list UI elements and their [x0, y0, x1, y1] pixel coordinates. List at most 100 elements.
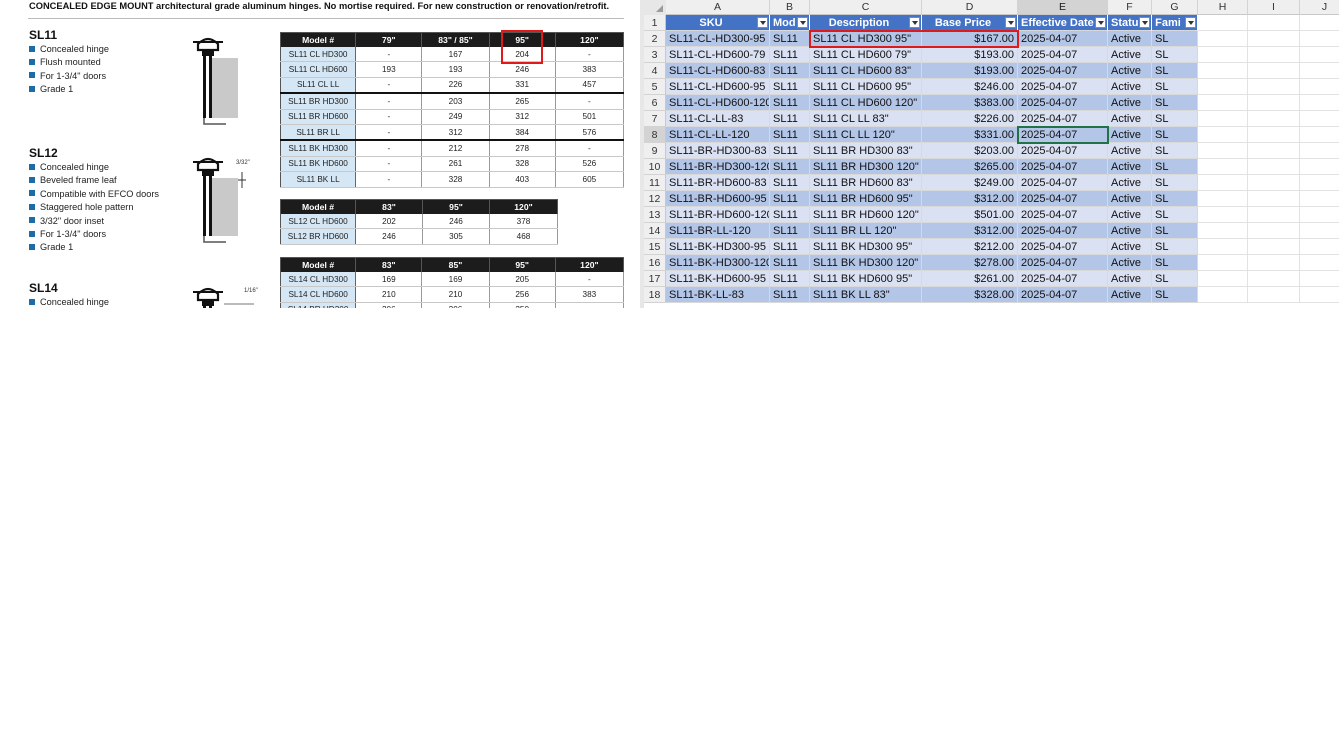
empty-cell[interactable] — [1300, 95, 1339, 111]
table-cell[interactable]: SL — [1152, 143, 1198, 159]
empty-cell[interactable] — [1198, 287, 1248, 303]
table-cell[interactable]: Active — [1108, 223, 1152, 239]
table-cell[interactable]: $501.00 — [922, 207, 1018, 223]
filter-dropdown-icon[interactable] — [797, 17, 808, 28]
table-cell[interactable]: 2025-04-07 — [1018, 127, 1108, 143]
table-cell[interactable]: Active — [1108, 255, 1152, 271]
select-all-button[interactable] — [644, 0, 667, 16]
table-cell[interactable]: SL11-CL-HD600-83 — [666, 63, 770, 79]
table-header-cell[interactable]: Base Price — [922, 15, 1018, 31]
table-cell[interactable]: SL11 BK HD300 120" — [810, 255, 922, 271]
table-cell[interactable]: SL — [1152, 223, 1198, 239]
table-cell[interactable]: SL — [1152, 159, 1198, 175]
table-cell[interactable]: SL11 CL HD600 95" — [810, 79, 922, 95]
empty-cell[interactable] — [1300, 287, 1339, 303]
empty-cell[interactable] — [1198, 143, 1248, 159]
table-cell[interactable]: SL — [1152, 127, 1198, 143]
table-cell[interactable]: 2025-04-07 — [1018, 159, 1108, 175]
empty-cell[interactable] — [1248, 111, 1300, 127]
table-cell[interactable]: $203.00 — [922, 143, 1018, 159]
table-cell[interactable]: Active — [1108, 287, 1152, 303]
empty-cell[interactable] — [1198, 15, 1248, 31]
table-cell[interactable]: SL11 CL LL 120" — [810, 127, 922, 143]
empty-cell[interactable] — [1248, 15, 1300, 31]
empty-cell[interactable] — [1300, 271, 1339, 287]
table-cell[interactable]: SL11-BR-HD600-83 — [666, 175, 770, 191]
filter-dropdown-icon[interactable] — [1139, 17, 1150, 28]
empty-cell[interactable] — [1198, 31, 1248, 47]
table-cell[interactable]: SL11-BK-LL-83 — [666, 287, 770, 303]
table-cell[interactable]: SL11 — [770, 223, 810, 239]
empty-cell[interactable] — [1300, 175, 1339, 191]
table-cell[interactable]: SL11 — [770, 79, 810, 95]
empty-cell[interactable] — [1198, 111, 1248, 127]
column-header-b[interactable]: B — [770, 0, 810, 15]
table-cell[interactable]: 2025-04-07 — [1018, 111, 1108, 127]
column-header-d[interactable]: D — [922, 0, 1018, 15]
row-header[interactable]: 9 — [644, 143, 666, 159]
table-cell[interactable]: SL11-BR-LL-120 — [666, 223, 770, 239]
table-cell[interactable]: 2025-04-07 — [1018, 31, 1108, 47]
empty-cell[interactable] — [1198, 207, 1248, 223]
table-cell[interactable]: SL11 BR HD300 120" — [810, 159, 922, 175]
table-cell[interactable]: 2025-04-07 — [1018, 95, 1108, 111]
empty-cell[interactable] — [1248, 191, 1300, 207]
empty-cell[interactable] — [1248, 255, 1300, 271]
row-header[interactable]: 18 — [644, 287, 666, 303]
table-cell[interactable]: SL11-CL-HD600-95 — [666, 79, 770, 95]
table-cell[interactable]: SL — [1152, 207, 1198, 223]
table-cell[interactable]: $193.00 — [922, 63, 1018, 79]
table-cell[interactable]: $265.00 — [922, 159, 1018, 175]
table-cell[interactable]: SL11 — [770, 95, 810, 111]
table-cell[interactable]: SL11-BK-HD300-95 — [666, 239, 770, 255]
empty-cell[interactable] — [1300, 127, 1339, 143]
empty-cell[interactable] — [1198, 159, 1248, 175]
empty-cell[interactable] — [1248, 159, 1300, 175]
table-cell[interactable]: 2025-04-07 — [1018, 63, 1108, 79]
table-cell[interactable]: SL11 BK LL 83" — [810, 287, 922, 303]
empty-cell[interactable] — [1198, 127, 1248, 143]
row-header[interactable]: 8 — [644, 127, 666, 143]
table-cell[interactable]: Active — [1108, 191, 1152, 207]
empty-cell[interactable] — [1248, 239, 1300, 255]
table-header-cell[interactable]: SKU — [666, 15, 770, 31]
column-header-f[interactable]: F — [1108, 0, 1152, 15]
table-cell[interactable]: $331.00 — [922, 127, 1018, 143]
row-header[interactable]: 10 — [644, 159, 666, 175]
empty-cell[interactable] — [1198, 271, 1248, 287]
empty-cell[interactable] — [1248, 47, 1300, 63]
table-cell[interactable]: SL11 — [770, 287, 810, 303]
table-cell[interactable]: Active — [1108, 31, 1152, 47]
table-cell[interactable]: 2025-04-07 — [1018, 79, 1108, 95]
empty-cell[interactable] — [1248, 63, 1300, 79]
table-cell[interactable]: SL — [1152, 239, 1198, 255]
empty-cell[interactable] — [1300, 255, 1339, 271]
row-header[interactable]: 6 — [644, 95, 666, 111]
column-header-c[interactable]: C — [810, 0, 922, 15]
empty-cell[interactable] — [1248, 127, 1300, 143]
table-cell[interactable]: SL11 BR HD300 83" — [810, 143, 922, 159]
empty-cell[interactable] — [1248, 271, 1300, 287]
table-cell[interactable]: Active — [1108, 127, 1152, 143]
empty-cell[interactable] — [1198, 47, 1248, 63]
empty-cell[interactable] — [1300, 159, 1339, 175]
table-cell[interactable]: SL11-CL-HD600-120 — [666, 95, 770, 111]
empty-cell[interactable] — [1248, 175, 1300, 191]
table-cell[interactable]: SL11 — [770, 31, 810, 47]
filter-dropdown-icon[interactable] — [1005, 17, 1016, 28]
table-cell[interactable]: Active — [1108, 271, 1152, 287]
table-cell[interactable]: SL — [1152, 111, 1198, 127]
table-header-cell[interactable]: Effective Date — [1018, 15, 1108, 31]
table-cell[interactable]: 2025-04-07 — [1018, 191, 1108, 207]
empty-cell[interactable] — [1198, 255, 1248, 271]
table-cell[interactable]: SL11 BR HD600 83" — [810, 175, 922, 191]
empty-cell[interactable] — [1198, 79, 1248, 95]
row-header[interactable]: 3 — [644, 47, 666, 63]
table-header-cell[interactable]: Description — [810, 15, 922, 31]
column-header-j[interactable]: J — [1300, 0, 1339, 15]
empty-cell[interactable] — [1248, 143, 1300, 159]
table-cell[interactable]: SL11 CL HD300 95" — [810, 31, 922, 47]
table-cell[interactable]: 2025-04-07 — [1018, 255, 1108, 271]
column-header-a[interactable]: A — [666, 0, 770, 15]
active-cell-cursor[interactable] — [1017, 126, 1109, 144]
